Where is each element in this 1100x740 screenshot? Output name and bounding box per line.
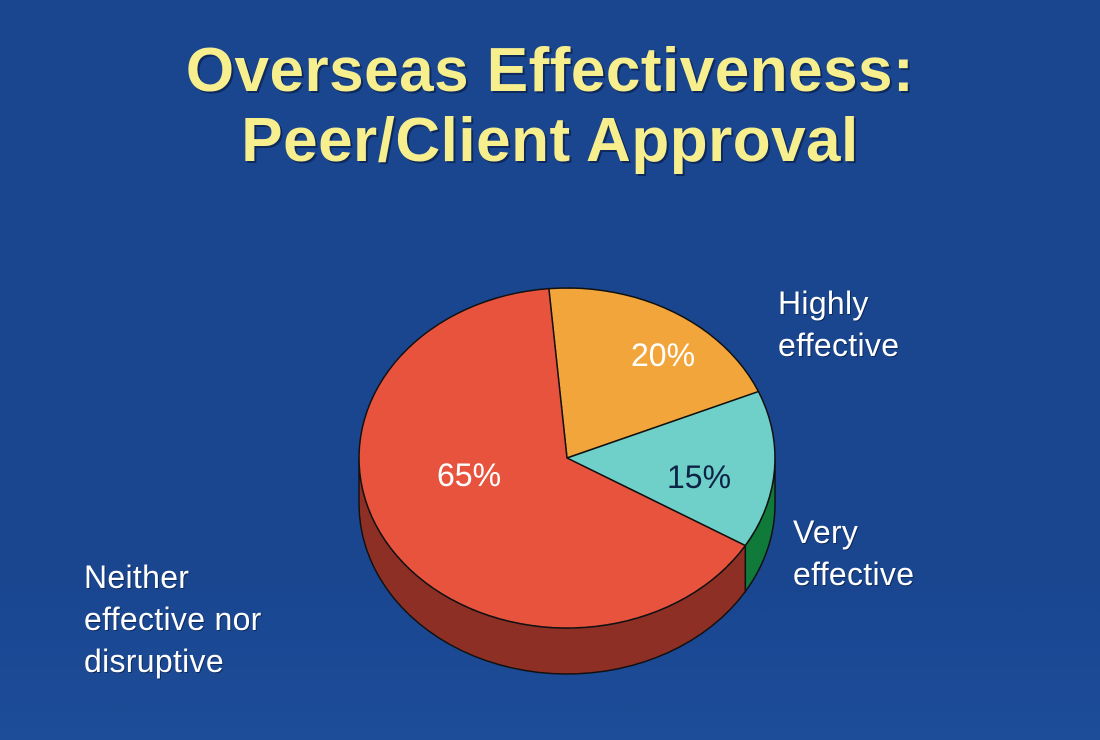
pie-slice-1 [566, 390, 776, 547]
pie-top [358, 287, 776, 629]
pie-slice-0 [548, 287, 760, 459]
legend-highly-line2: effective [778, 327, 900, 363]
chart-title-line2: Peer/Client Approval [241, 106, 859, 175]
legend-neither-line2: effective nor [84, 601, 262, 637]
legend-neither-line3: disruptive [84, 643, 224, 679]
pie-slice-2 [358, 287, 747, 629]
legend-label-highly-effective: Highly effective [778, 282, 899, 366]
legend-neither-line1: Neither [84, 559, 190, 595]
legend-label-very-effective: Very effective [793, 511, 914, 595]
chart-title-line1: Overseas Effectiveness: [185, 36, 915, 105]
pie-value-label-1: 15% [667, 459, 731, 495]
chart-title: Overseas Effectiveness: Peer/Client Appr… [0, 36, 1100, 176]
legend-very-line1: Very [793, 514, 859, 550]
legend-label-neither: Neither effective nor disruptive [84, 556, 262, 682]
pie-value-label-2: 65% [437, 457, 501, 493]
legend-very-line2: effective [793, 556, 915, 592]
pie-value-label-0: 20% [631, 337, 695, 373]
legend-highly-line1: Highly [778, 285, 869, 321]
